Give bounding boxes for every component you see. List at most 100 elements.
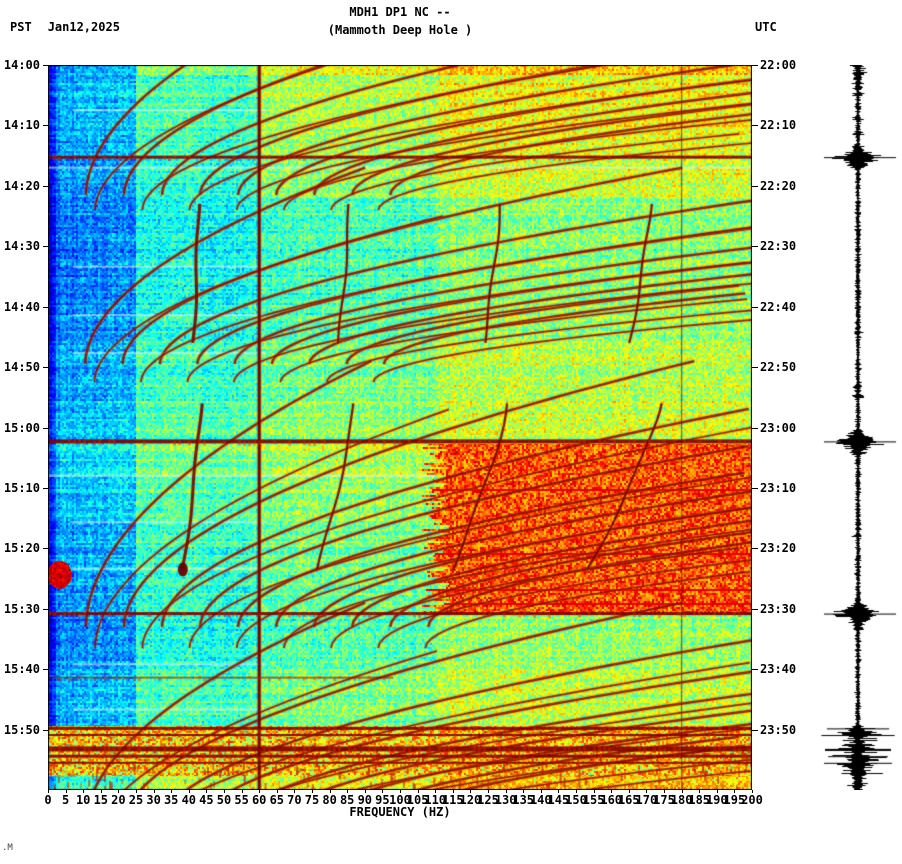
time-tick-label-left: 14:40: [3, 299, 40, 314]
time-tick-label-right: 22:10: [760, 118, 797, 133]
freq-tick-label: 45: [199, 793, 214, 807]
timezone-right-label: UTC: [755, 20, 777, 34]
time-tick-mark-left: [43, 367, 48, 369]
freq-tick-mark: [100, 790, 102, 793]
freq-tick-mark: [417, 790, 419, 793]
freq-tick-label: 20: [111, 793, 126, 807]
seismogram-trace-canvas: [820, 65, 900, 790]
freq-tick-mark: [488, 790, 489, 793]
freq-tick-label: 85: [339, 793, 355, 807]
freq-tick-mark: [400, 790, 401, 793]
freq-tick-mark: [382, 790, 384, 793]
freq-tick-label: 10: [75, 793, 91, 807]
freq-tick-label: 150: [565, 793, 587, 807]
time-tick-label-left: 14:30: [3, 239, 40, 254]
time-tick-mark-left: [43, 65, 48, 66]
freq-tick-mark: [593, 790, 595, 793]
freq-tick-label: 30: [146, 793, 161, 807]
freq-tick-label: 60: [251, 793, 267, 807]
freq-tick-mark: [734, 790, 736, 793]
time-tick-mark-right: [752, 185, 758, 187]
freq-tick-mark: [329, 790, 331, 793]
freq-tick-label: 90: [357, 793, 373, 807]
time-tick-mark-right: [752, 427, 758, 429]
time-tick-label-right: 22:40: [760, 299, 797, 314]
time-tick-mark-left: [43, 729, 48, 731]
freq-tick-label: 120: [459, 793, 482, 807]
freq-tick-mark: [452, 790, 454, 793]
freq-tick-label: 200: [741, 793, 763, 807]
freq-tick-label: 125: [477, 793, 499, 807]
time-tick-label-left: 14:50: [3, 360, 40, 375]
freq-tick-mark: [171, 790, 173, 793]
time-tick-label-right: 23:30: [760, 601, 797, 616]
freq-tick-label: 75: [304, 793, 320, 807]
freq-tick-mark: [540, 790, 542, 793]
freq-tick-label: 115: [441, 793, 464, 807]
freq-tick-label: 145: [547, 793, 570, 807]
time-tick-mark-right: [752, 548, 758, 550]
freq-tick-mark: [206, 790, 208, 793]
freq-tick-mark: [276, 790, 278, 793]
freq-tick-mark: [699, 790, 701, 793]
time-tick-label-right: 22:20: [760, 178, 797, 193]
time-tick-mark-left: [43, 548, 48, 550]
freq-tick-mark: [136, 790, 137, 793]
corner-mark: .M: [2, 843, 13, 853]
freq-tick-mark: [224, 790, 225, 793]
freq-tick-mark: [188, 790, 190, 793]
freq-tick-mark: [646, 790, 648, 793]
freq-tick-label: 65: [269, 793, 285, 807]
freq-tick-label: 55: [234, 793, 249, 807]
time-tick-mark-right: [752, 246, 758, 248]
time-tick-mark-left: [43, 125, 48, 127]
freq-tick-mark: [752, 790, 753, 793]
freq-tick-mark: [558, 790, 560, 793]
freq-tick-label: 160: [600, 793, 623, 807]
freq-tick-label: 165: [617, 793, 640, 807]
freq-tick-label: 80: [322, 793, 337, 807]
freq-tick-label: 155: [582, 793, 605, 807]
time-tick-label-left: 14:00: [3, 58, 40, 72]
freq-tick-mark: [470, 790, 472, 793]
freq-tick-mark: [681, 790, 683, 793]
freq-tick-mark: [312, 790, 313, 793]
time-tick-label-right: 23:20: [760, 541, 797, 556]
spectrogram-canvas: [48, 65, 752, 790]
time-tick-mark-left: [43, 185, 48, 187]
freq-tick-label: 110: [424, 793, 447, 807]
frequency-axis-title: FREQUENCY (HZ): [349, 805, 451, 819]
time-tick-label-left: 15:30: [3, 601, 40, 616]
freq-tick-label: 40: [181, 793, 197, 807]
time-tick-label-left: 15:40: [3, 662, 40, 677]
freq-tick-label: 50: [216, 793, 232, 807]
time-tick-mark-left: [43, 246, 48, 248]
freq-tick-label: 95: [375, 793, 390, 807]
freq-tick-label: 35: [163, 793, 179, 807]
time-tick-label-left: 15:50: [3, 722, 40, 737]
time-tick-mark-right: [752, 608, 758, 610]
time-tick-mark-left: [43, 306, 48, 308]
time-tick-label-right: 23:50: [760, 722, 797, 737]
time-tick-label-right: 23:00: [760, 420, 797, 435]
time-tick-label-left: 15:20: [3, 541, 40, 556]
time-tick-label-right: 22:50: [760, 360, 797, 375]
freq-tick-mark: [364, 790, 366, 793]
freq-tick-mark: [523, 790, 525, 793]
time-tick-mark-left: [43, 427, 48, 429]
freq-tick-mark: [435, 790, 437, 793]
station-title: MDH1 DP1 NC --: [349, 5, 451, 19]
time-tick-label-left: 15:10: [3, 480, 40, 495]
freq-tick-label: 105: [406, 793, 429, 807]
freq-tick-mark: [576, 790, 577, 793]
freq-tick-mark: [716, 790, 718, 793]
freq-tick-mark: [241, 790, 243, 793]
freq-tick-label: 0: [44, 793, 52, 807]
time-tick-label-right: 22:30: [760, 239, 797, 254]
time-tick-label-left: 15:00: [3, 420, 40, 435]
freq-tick-mark: [505, 790, 507, 793]
time-tick-label-right: 23:40: [760, 662, 797, 677]
freq-tick-label: 170: [635, 793, 658, 807]
freq-tick-mark: [664, 790, 665, 793]
